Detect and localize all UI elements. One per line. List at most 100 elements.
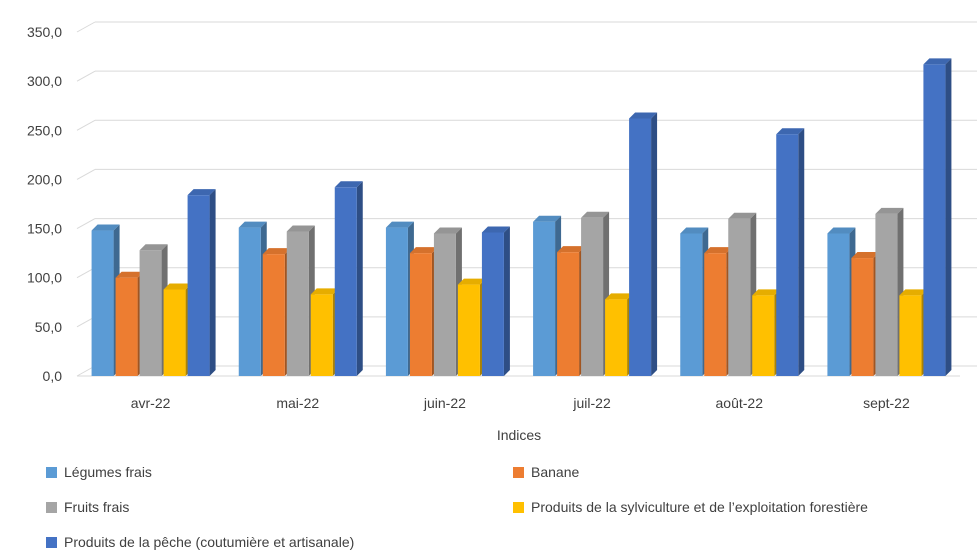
bar: [704, 253, 727, 376]
bar-top: [481, 226, 510, 233]
legend-item-fruits-frais: Fruits frais: [46, 499, 129, 515]
bar-top: [433, 227, 462, 234]
bar: [605, 299, 628, 376]
bar-top: [776, 128, 805, 135]
bar: [728, 218, 751, 376]
gridline-side: [76, 218, 96, 230]
bar: [262, 254, 285, 376]
legend-swatch: [513, 466, 524, 478]
bar-top: [91, 224, 120, 231]
y-tick-label: 250,0: [27, 122, 62, 138]
bar-top: [827, 227, 856, 234]
legend-swatch: [513, 501, 524, 513]
legend-swatch: [46, 501, 57, 513]
chart-plot-area: 0,0 50,0 100,0 150,0 200,0 250,0 300,0 350,0 avr…: [27, 21, 977, 440]
bar-side: [356, 181, 363, 376]
legend-item-sylviculture: Produits de la sylviculture et de l’expl…: [513, 499, 868, 515]
legend-label: Banane: [531, 464, 580, 480]
bar: [91, 230, 114, 376]
bar: [334, 187, 357, 376]
bar: [581, 217, 604, 376]
bar-side: [798, 128, 805, 376]
bar-top: [286, 225, 315, 232]
chart-legend: Légumes frais Banane Fruits frais Produi…: [0, 440, 977, 553]
bar-top: [851, 252, 880, 259]
legend-swatch: [46, 536, 57, 548]
bar: [310, 294, 333, 376]
bar: [409, 253, 432, 376]
x-tick-label: mai-22: [276, 395, 319, 411]
y-tick-label: 0,0: [43, 368, 63, 384]
bar: [286, 231, 309, 376]
bar: [851, 258, 874, 376]
bar-top: [581, 211, 610, 218]
bar: [457, 284, 480, 376]
bar: [433, 233, 456, 376]
x-axis-title: Indices: [497, 427, 541, 440]
bar-top: [875, 207, 904, 214]
bar: [163, 289, 186, 376]
bar-top: [115, 271, 144, 278]
bar-top: [262, 248, 291, 255]
y-tick-label: 150,0: [27, 221, 62, 237]
x-tick-label: juin-22: [423, 395, 466, 411]
bar-top: [728, 212, 757, 219]
bar-top: [310, 288, 339, 295]
bar: [899, 295, 922, 376]
bar: [776, 134, 799, 376]
bar-side: [503, 226, 510, 376]
bar: [752, 295, 775, 376]
bar-top: [680, 227, 709, 234]
bar-top: [923, 58, 952, 65]
y-tick-label: 50,0: [35, 319, 62, 335]
bar-top: [187, 189, 216, 196]
bar-top: [557, 246, 586, 253]
legend-swatch: [46, 466, 57, 478]
legend-label: Produits de la sylviculture et de l’expl…: [531, 499, 868, 515]
bar: [875, 213, 898, 376]
bar: [557, 252, 580, 376]
bar-top: [457, 278, 486, 285]
bar-side: [651, 112, 658, 377]
bar: [629, 118, 652, 377]
bar: [187, 195, 210, 376]
bar-top: [334, 181, 363, 188]
x-tick-label: sept-22: [863, 395, 910, 411]
bar-top: [385, 221, 414, 228]
y-tick-label: 300,0: [27, 73, 62, 89]
gridline-side: [76, 119, 96, 131]
legend-label: Légumes frais: [64, 464, 152, 480]
bar: [680, 233, 703, 376]
x-tick-label: avr-22: [131, 395, 171, 411]
bar-top: [629, 112, 658, 119]
bar: [385, 227, 408, 376]
bar: [115, 277, 138, 376]
bar-side: [945, 58, 952, 376]
bar: [139, 250, 162, 376]
bar-top: [605, 293, 634, 300]
y-tick-label: 350,0: [27, 24, 62, 40]
bar: [533, 221, 556, 376]
bar-top: [899, 289, 928, 296]
bar-top: [533, 215, 562, 222]
bar: [827, 233, 850, 376]
bar-top: [704, 247, 733, 254]
y-tick-label: 100,0: [27, 270, 62, 286]
legend-item-banane: Banane: [513, 464, 579, 480]
x-tick-label: août-22: [716, 395, 764, 411]
bar-top: [409, 247, 438, 254]
bar: [238, 227, 261, 376]
bar-side: [209, 189, 216, 376]
legend-label: Produits de la pêche (coutumière et arti…: [64, 534, 355, 550]
bar-top: [752, 289, 781, 296]
bar: [923, 64, 946, 376]
x-tick-label: juil-22: [572, 395, 611, 411]
bar-top: [238, 221, 267, 228]
bar: [481, 232, 504, 376]
legend-label: Fruits frais: [64, 499, 130, 515]
gridline-side: [76, 70, 96, 82]
y-tick-label: 200,0: [27, 171, 62, 187]
gridline-side: [76, 168, 96, 180]
gridline-side: [76, 21, 96, 33]
legend-item-peche: Produits de la pêche (coutumière et arti…: [46, 534, 354, 550]
